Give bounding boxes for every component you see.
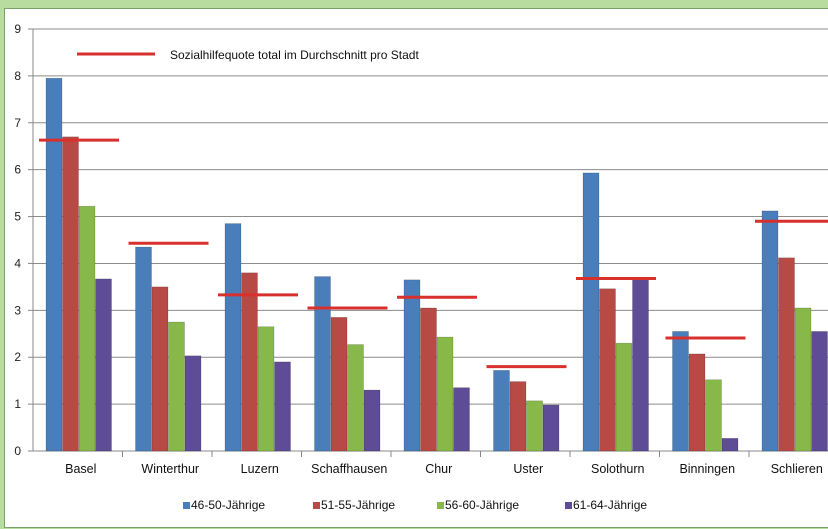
bar [509,381,527,452]
y-tick-label: 5 [14,210,21,224]
y-tick-label: 0 [14,444,21,458]
bar [274,361,291,452]
y-tick-label: 9 [14,22,21,36]
category-label: Schlieren [771,462,823,476]
legend-swatch [565,502,572,509]
bar [778,257,795,452]
bar [151,286,169,452]
bar [526,400,543,452]
bar [493,370,510,452]
bar [45,77,63,452]
y-tick-label: 1 [14,397,21,411]
bar [363,389,381,452]
y-tick-label: 2 [14,350,21,364]
y-tick-label: 7 [14,116,21,130]
bars [45,77,828,452]
bar [403,279,421,452]
chart: 0 1 2 3 4 5 6 7 8 9 Basel Winterthur Luzern Schaffha… [14,22,828,512]
bar [95,278,112,452]
series-legend: 46-50-Jährige 51-55-Jährige 56-60-Jährige 6… [183,498,647,512]
bar [347,344,364,452]
average-legend-label: Sozialhilfequote total im Durchschnitt p… [170,48,419,62]
legend-label: 51-55-Jährige [321,498,395,512]
bar [224,223,242,452]
legend-swatch [313,502,320,509]
bar [184,355,202,452]
bar [688,353,706,452]
bar [615,342,633,452]
bar [672,331,689,452]
average-legend: Sozialhilfequote total im Durchschnitt p… [77,48,419,62]
x-axis: Basel Winterthur Luzern Schaffhausen Chur Ust… [65,451,823,476]
category-label: Luzern [241,462,279,476]
y-tick-label: 6 [14,163,21,177]
bar [62,136,79,452]
legend-swatch [437,502,444,509]
bar [599,288,616,452]
bar [314,276,331,452]
bar [721,438,739,452]
bar [811,331,828,452]
category-label: Chur [425,462,452,476]
category-label: Binningen [679,462,735,476]
bar [542,404,560,452]
bar [453,387,470,452]
legend-label: 56-60-Jährige [445,498,519,512]
category-label: Solothurn [591,462,645,476]
bar [135,246,152,452]
category-label: Winterthur [141,462,199,476]
bar [420,307,437,452]
bar [78,205,96,452]
bar [257,326,275,452]
y-tick-label: 3 [14,303,21,317]
bar [705,379,722,452]
bar [794,307,812,452]
legend-label: 46-50-Jährige [191,498,265,512]
bar [168,321,185,452]
category-label: Uster [513,462,543,476]
average-lines [39,138,828,369]
legend-label: 61-64-Jährige [573,498,647,512]
y-tick-label: 4 [14,256,21,270]
bar [330,317,348,452]
legend-swatch [183,502,190,509]
bar [632,279,649,452]
bar [582,172,600,452]
category-label: Schaffhausen [311,462,387,476]
category-label: Basel [65,462,96,476]
bar [436,336,454,452]
bar [241,272,258,452]
chart-frame: 0 1 2 3 4 5 6 7 8 9 Basel Winterthur Luzern Schaffha… [4,8,828,528]
y-tick-label: 8 [14,69,21,83]
bar [761,210,779,452]
y-axis: 0 1 2 3 4 5 6 7 8 9 [14,22,34,458]
